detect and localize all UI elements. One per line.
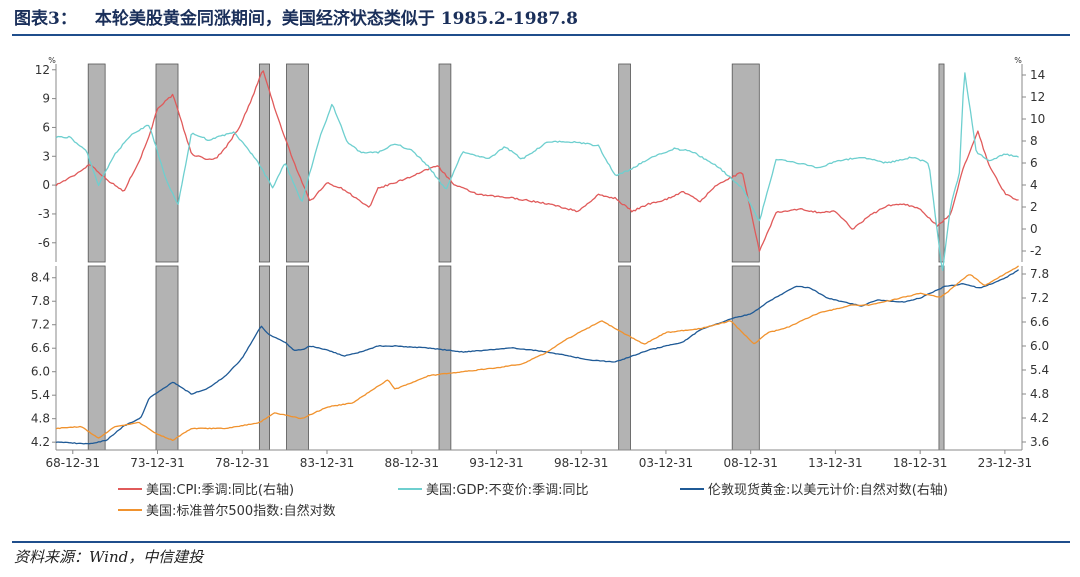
shade-period-0-4	[438, 63, 452, 263]
right-tick-label: 3.6	[1030, 435, 1049, 449]
figure-number: 图表3：	[14, 9, 77, 29]
left-tick-label: 6.6	[31, 341, 50, 355]
x-tick-label: 23-12-31	[978, 456, 1032, 470]
legend-label-cpi: 美国:CPI:季调:同比(右轴)	[146, 483, 294, 498]
right-tick-label: 5.4	[1030, 363, 1049, 377]
right-tick-label: 6.0	[1030, 339, 1049, 353]
left-tick-label: 4.2	[31, 435, 50, 449]
right-tick-label: 4.8	[1030, 387, 1049, 401]
legend-label-gold: 伦敦现货黄金:以美元计价:自然对数(右轴)	[708, 482, 948, 498]
x-tick-label: 83-12-31	[300, 456, 354, 470]
shade-period-0-1	[155, 63, 179, 263]
left-tick-label: 6	[42, 120, 50, 134]
shade-period-0-3	[286, 63, 309, 263]
series-line-cpi	[55, 70, 1019, 252]
right-tick-label: 6	[1030, 156, 1038, 170]
x-tick-label: 68-12-31	[46, 456, 100, 470]
shade-period-0-2	[258, 63, 270, 263]
right-tick-label: 6.6	[1030, 315, 1049, 329]
right-tick-label: 12	[1030, 90, 1045, 104]
left-tick-label: 4.8	[31, 412, 50, 426]
right-unit-label: %	[1014, 56, 1022, 65]
shade-period-0-5	[618, 63, 631, 263]
left-tick-label: 7.8	[31, 294, 50, 308]
left-tick-label: 8.4	[31, 271, 50, 285]
left-tick-label: 6.0	[31, 365, 50, 379]
x-tick-label: 13-12-31	[808, 456, 862, 470]
x-tick-label: 98-12-31	[554, 456, 608, 470]
shade-period-1-4	[438, 265, 452, 451]
chart: 12 9 6 3 0 -3 -6 14 12 10 8 6 4 2 0 -2% % 8.4 7.8 7.2 6.6 6.0…	[31, 56, 1049, 519]
figure-title: 图表3： 本轮美股黄金同涨期间，美国经济状态类似于 1985.2-1987.8	[14, 4, 578, 29]
legend-label-sp500: 美国:标准普尔500指数:自然对数	[146, 503, 336, 519]
shade-period-1-3	[286, 265, 309, 451]
right-tick-label: 4	[1030, 178, 1038, 192]
left-tick-label: 0	[42, 178, 50, 192]
right-tick-label: -2	[1030, 244, 1042, 258]
shade-period-1-0	[87, 265, 106, 451]
left-tick-label: 7.2	[31, 318, 50, 332]
series-lines	[55, 70, 1019, 445]
shade-period-0-7	[938, 63, 945, 263]
shade-period-1-6	[731, 265, 760, 451]
left-tick-label: 9	[42, 92, 50, 106]
left-tick-label: 12	[35, 63, 50, 77]
right-tick-label: 7.8	[1030, 267, 1049, 281]
right-tick-label: 10	[1030, 112, 1045, 126]
x-tick-label: 73-12-31	[130, 456, 184, 470]
source-rule	[12, 541, 1070, 543]
legend-label-gdp: 美国:GDP:不变价:季调:同比	[426, 482, 588, 498]
right-tick-label: 4.2	[1030, 411, 1049, 425]
left-tick-label: -6	[38, 236, 50, 250]
shade-period-1-1	[155, 265, 179, 451]
x-tick-label: 18-12-31	[893, 456, 947, 470]
series-line-sp500	[55, 265, 1019, 442]
right-tick-label: 2	[1030, 200, 1038, 214]
figure-title-text: 本轮美股黄金同涨期间，美国经济状态类似于 1985.2-1987.8	[94, 9, 578, 29]
x-tick-label: 88-12-31	[384, 456, 438, 470]
shade-period-1-7	[938, 265, 945, 451]
x-tick-label: 08-12-31	[723, 456, 777, 470]
left-unit-label: %	[48, 56, 56, 65]
shade-period-0-0	[87, 63, 106, 263]
right-tick-label: 0	[1030, 222, 1038, 236]
left-tick-label: 3	[42, 149, 50, 163]
left-tick-label: -3	[38, 207, 50, 221]
series-line-gdp	[55, 72, 1019, 272]
right-tick-label: 7.2	[1030, 291, 1049, 305]
x-tick-label: 03-12-31	[639, 456, 693, 470]
title-rule	[12, 34, 1070, 36]
shaded-periods	[87, 63, 945, 451]
source-note: 资料来源：Wind，中信建投	[14, 548, 204, 566]
right-tick-label: 8	[1030, 134, 1038, 148]
left-tick-label: 5.4	[31, 388, 50, 402]
x-tick-label: 93-12-31	[469, 456, 523, 470]
right-tick-label: 14	[1030, 68, 1045, 82]
x-tick-label: 78-12-31	[215, 456, 269, 470]
axes: 12 9 6 3 0 -3 -6 14 12 10 8 6 4 2 0 -2% % 8.4 7.8 7.2 6.6 6.0…	[31, 56, 1049, 470]
legend: 美国:CPI:季调:同比(右轴) 美国:GDP:不变价:季调:同比 伦敦现货黄金:以…	[118, 482, 948, 519]
